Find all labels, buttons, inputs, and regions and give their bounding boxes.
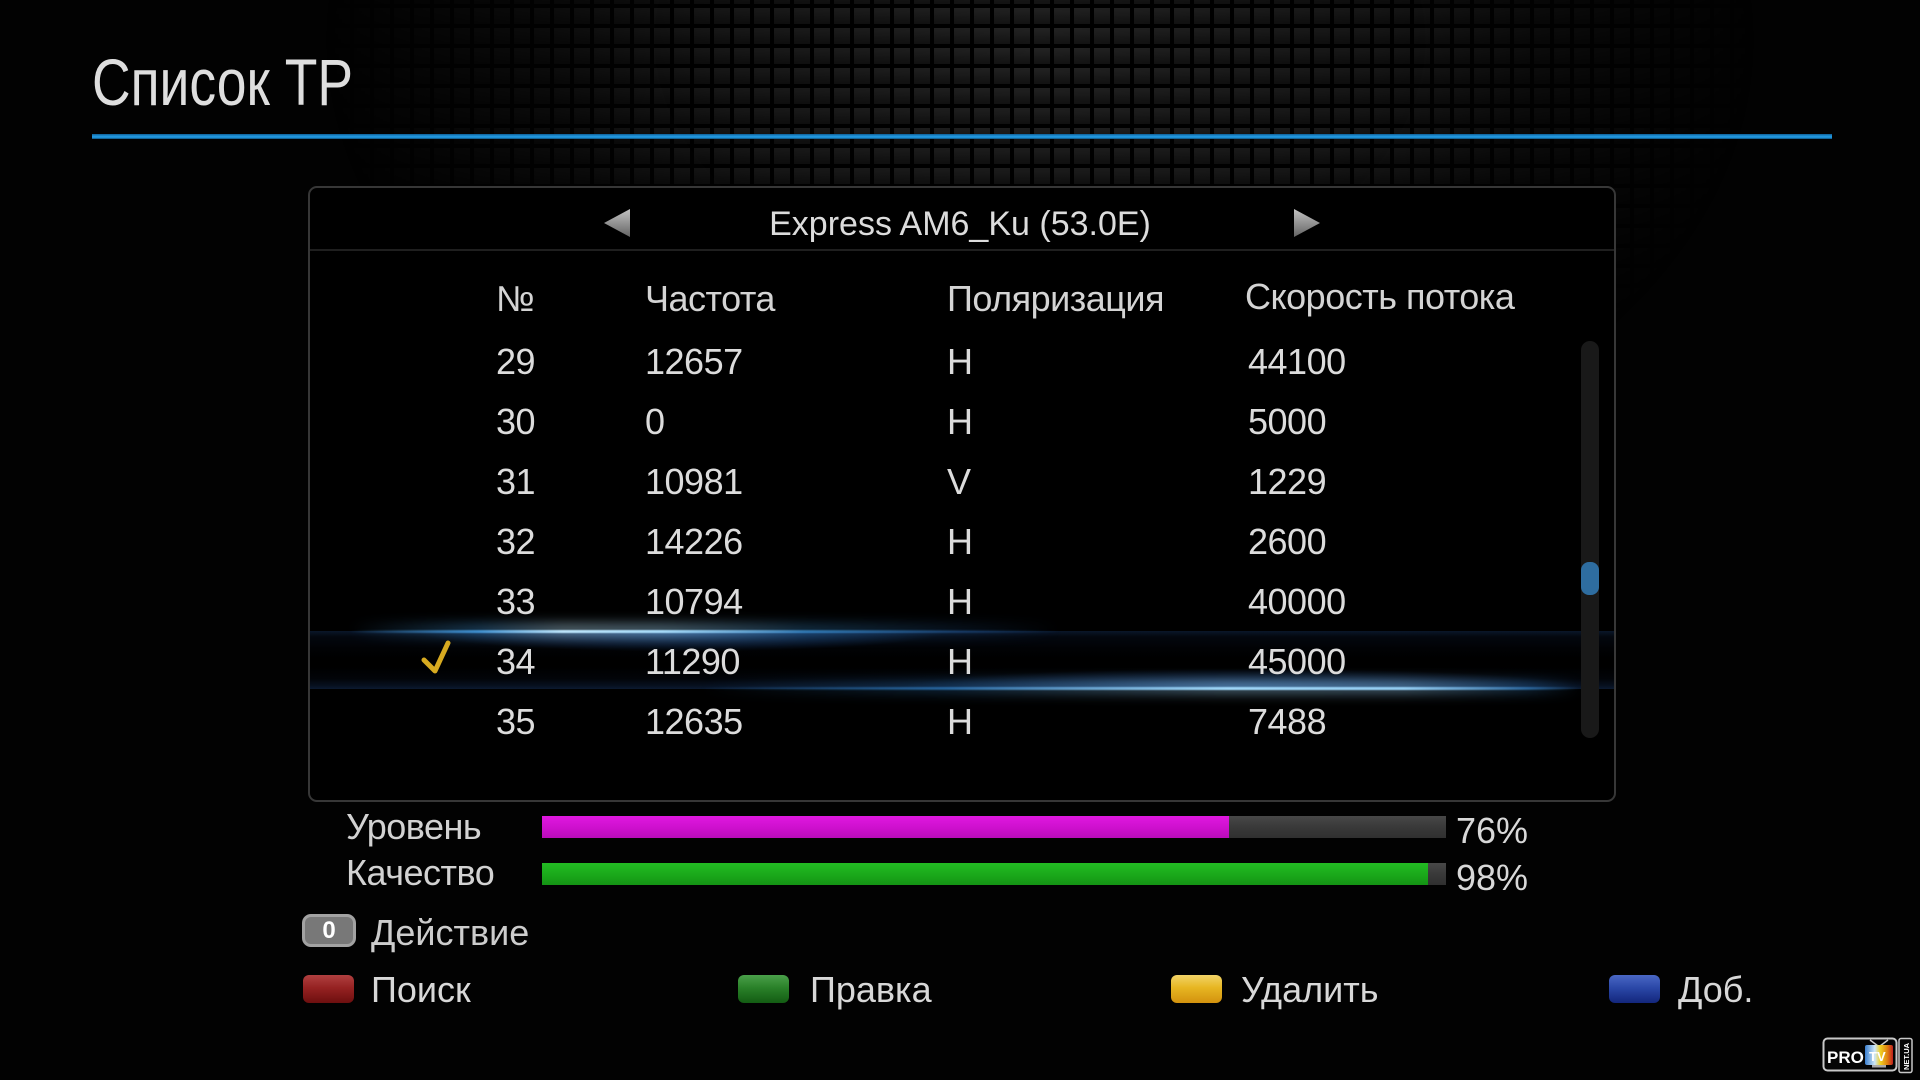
svg-text:TV: TV bbox=[1869, 1049, 1886, 1064]
svg-text:NET.UA: NET.UA bbox=[1902, 1042, 1911, 1070]
svg-text:PRO: PRO bbox=[1827, 1048, 1864, 1067]
